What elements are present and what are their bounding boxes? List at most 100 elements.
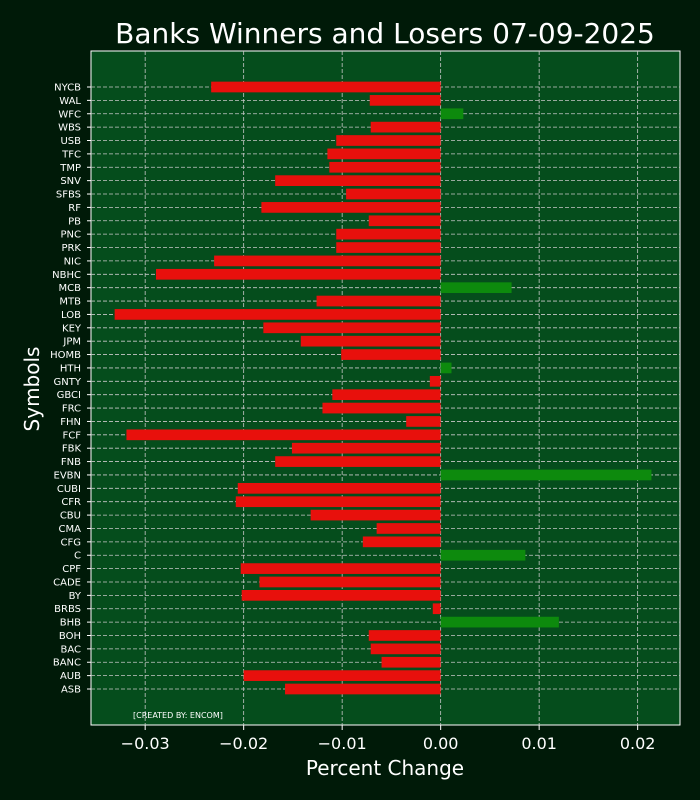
bar-mcb <box>440 282 512 294</box>
bar-prk <box>336 242 441 253</box>
bar-asb <box>285 683 441 695</box>
bar-cubi <box>237 482 441 494</box>
bar-c <box>440 549 526 561</box>
y-tick-label: FBK <box>62 444 82 455</box>
bar-sfbs <box>346 188 441 200</box>
bar-homb <box>341 349 441 360</box>
bar-snv <box>275 175 441 186</box>
y-tick-label: HOMB <box>50 350 81 361</box>
x-tick-label: 0.01 <box>521 734 557 753</box>
y-tick-label: BAC <box>60 644 81 655</box>
bar-gbci <box>332 389 441 401</box>
y-tick-label: MCB <box>59 283 82 294</box>
y-tick-label: HTH <box>60 363 81 374</box>
y-tick-label: ASB <box>61 685 81 696</box>
y-tick-label: SNV <box>60 176 81 187</box>
bar-fhn <box>406 416 441 427</box>
y-tick-label: CFG <box>61 537 81 548</box>
credit-text: [CREATED BY: ENCOM] <box>133 711 223 720</box>
y-tick-label: NIC <box>64 256 81 267</box>
y-tick-label: CUBI <box>57 484 81 495</box>
bar-key <box>263 322 441 334</box>
bar-pb <box>368 215 441 227</box>
y-tick-label: FRC <box>62 404 81 415</box>
bar-by <box>241 590 441 601</box>
x-tick-label: 0.00 <box>423 734 459 753</box>
bar-wal <box>369 95 441 106</box>
y-axis-ticks: ASB AUB BANC BAC BOH BHB BRBS BY CADE CPF C CFG CMA C… <box>50 83 91 696</box>
y-tick-label: CFR <box>61 497 81 508</box>
y-tick-label: SFBS <box>56 190 81 201</box>
x-tick-label: −0.03 <box>121 734 170 753</box>
bar-hth <box>440 362 452 374</box>
y-tick-label: PNC <box>61 230 82 241</box>
x-axis-label: Percent Change <box>306 756 464 780</box>
y-tick-label: GBCI <box>57 390 81 401</box>
bar-tfc <box>327 148 441 160</box>
y-tick-label: BOH <box>59 631 81 642</box>
y-tick-label: NBHC <box>52 270 81 281</box>
bar-jpm <box>300 335 441 347</box>
bar-cma <box>376 523 441 534</box>
bar-fbk <box>291 442 441 454</box>
y-tick-label: AUB <box>60 671 81 682</box>
bar-bac <box>370 643 441 655</box>
y-tick-label: BANC <box>53 658 81 669</box>
bar-rf <box>261 202 441 213</box>
bar-fnb <box>275 456 441 467</box>
bar-tmp <box>329 161 441 173</box>
y-tick-label: JPM <box>62 337 81 348</box>
y-axis-label: Symbols <box>20 347 44 432</box>
bar-frc <box>322 402 441 414</box>
y-tick-label: FCF <box>63 430 82 441</box>
y-tick-label: WBS <box>58 123 81 134</box>
bar-gnty <box>429 375 441 387</box>
bar-usb <box>336 135 441 146</box>
y-tick-label: GNTY <box>54 377 82 388</box>
y-tick-label: LOB <box>61 310 81 321</box>
bar-cpf <box>240 563 441 574</box>
y-tick-label: FHN <box>60 417 81 428</box>
bar-wfc <box>440 108 464 120</box>
bar-cbu <box>310 509 441 521</box>
x-axis-ticks: −0.03 −0.02 −0.01 0.00 0.01 0.02 <box>121 725 656 753</box>
bar-nycb <box>211 81 441 93</box>
bar-fcf <box>126 429 441 441</box>
y-tick-label: NYCB <box>54 83 81 94</box>
bars <box>114 81 652 695</box>
x-tick-label: −0.02 <box>219 734 268 753</box>
bar-cade <box>259 576 441 588</box>
chart-title: Banks Winners and Losers 07-09-2025 <box>115 17 655 50</box>
bar-banc <box>381 656 441 668</box>
x-tick-label: 0.02 <box>620 734 656 753</box>
bar-nic <box>214 255 441 267</box>
y-tick-label: CBU <box>60 511 81 522</box>
y-tick-label: WFC <box>58 109 81 120</box>
y-tick-label: CPF <box>62 564 81 575</box>
y-tick-label: EVBN <box>54 470 82 481</box>
bar-nbhc <box>156 268 441 280</box>
y-tick-label: CMA <box>59 524 82 535</box>
bar-brbs <box>432 603 441 615</box>
y-tick-label: CADE <box>53 577 81 588</box>
y-tick-label: BRBS <box>54 604 81 615</box>
bar-pnc <box>336 228 441 240</box>
bar-aub <box>243 670 441 681</box>
bar-mtb <box>316 295 441 307</box>
y-tick-label: RF <box>68 203 81 214</box>
bar-wbs <box>370 121 441 133</box>
bar-bhb <box>440 616 559 628</box>
y-tick-label: TMP <box>59 163 81 174</box>
x-tick-label: −0.01 <box>318 734 367 753</box>
y-tick-label: FNB <box>61 457 81 468</box>
y-tick-label: BHB <box>60 618 81 629</box>
bar-boh <box>368 630 441 641</box>
y-tick-label: C <box>74 551 81 562</box>
y-tick-label: MTB <box>59 297 81 308</box>
y-tick-label: PB <box>68 216 81 227</box>
bar-cfr <box>235 496 441 508</box>
bar-cfg <box>362 536 441 548</box>
y-tick-label: PRK <box>61 243 81 254</box>
y-tick-label: USB <box>60 136 81 147</box>
